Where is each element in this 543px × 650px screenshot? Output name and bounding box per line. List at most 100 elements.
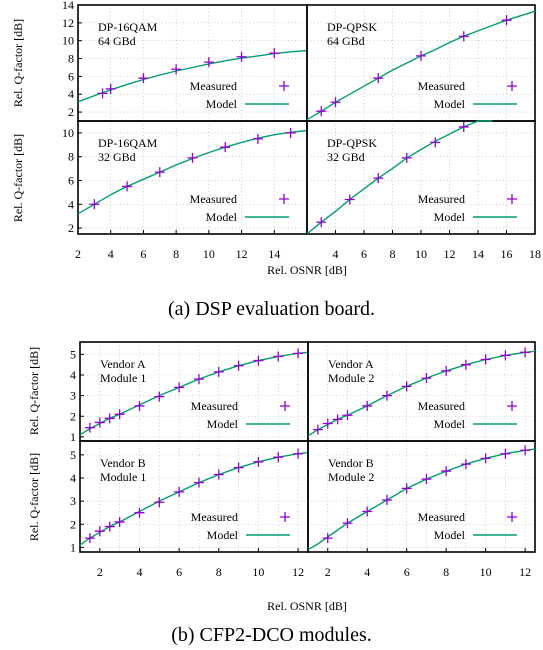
y-tick-label: 3 [70,494,76,508]
panel-label: Module 2 [328,371,374,385]
x-tick-label: 4 [108,247,114,261]
x-tick-label: 12 [292,565,304,579]
measured-point [104,521,115,532]
y-axis-label-a-bottom: Rel. Q-factor [dB] [11,134,25,222]
measured-point [500,448,511,459]
y-tick-label: 4 [70,471,76,485]
x-tick-label: 6 [404,565,410,579]
measured-point [253,355,264,366]
measured-point [430,137,441,148]
measured-point [114,409,125,420]
y-tick-label: 4 [70,368,76,382]
panel-label: Module 1 [100,371,146,385]
legend-label-model: Model [434,97,466,111]
y-tick-label: 4 [68,197,74,211]
y-tick-label: 5 [70,448,76,462]
panel-label: DP-QPSK [327,20,377,34]
x-tick-label: 16 [501,247,513,261]
legend-label-measured: Measured [191,510,238,524]
measured-point [362,506,373,517]
measured-point [105,83,116,94]
panel-label: Vendor A [328,357,374,371]
legend-marker-measured [279,81,289,91]
legend-label-measured: Measured [190,79,237,93]
measured-point [520,445,531,456]
y-tick-label: 2 [70,517,76,531]
measured-point [460,359,471,370]
legend-label-measured: Measured [418,510,465,524]
legend-label-measured: Measured [418,192,465,206]
panel-frame [307,440,536,553]
x-tick-label: 6 [361,247,367,261]
measured-point [322,418,333,429]
panel-7 [307,440,536,553]
x-tick-label: 8 [216,565,222,579]
x-tick-label: 12 [519,565,531,579]
measured-point [416,50,426,61]
x-tick-label: 6 [176,565,182,579]
measured-point [293,448,304,459]
measured-point [174,486,185,497]
measured-point [193,477,204,488]
measured-point [373,73,384,84]
x-tick-label: 18 [529,247,541,261]
measured-point [213,366,224,377]
y-axis-label-b-bottom: Rel. Q-factor [dB] [27,453,41,541]
legend-marker-measured [507,512,517,522]
y-tick-label: 1 [70,540,76,554]
measured-point [458,31,469,42]
measured-point [273,351,284,362]
y-tick-label: 2 [68,221,74,235]
measured-point [104,413,115,424]
y-tick-label: 2 [68,105,74,119]
legend-marker-measured [280,401,290,411]
measured-point [362,400,373,411]
x-tick-label: 12 [444,247,456,261]
measured-point [203,57,214,68]
legend-label-model: Model [206,210,238,224]
measured-point [401,152,412,163]
x-tick-label: 10 [480,565,492,579]
x-tick-label: 2 [75,247,81,261]
x-tick-label: 14 [472,247,484,261]
measured-point [401,381,412,392]
y-tick-label: 4 [68,87,74,101]
measured-point [253,456,264,467]
x-tick-label: 10 [252,565,264,579]
y-tick-label: 3 [70,389,76,403]
measured-point [520,347,531,358]
y-tick-label: 8 [68,150,74,164]
legend-label-measured: Measured [418,399,465,413]
panel-label: Vendor B [328,456,374,470]
measured-point [84,533,95,544]
measured-point [187,152,198,163]
legend-label-model: Model [207,417,239,431]
panel-label: Vendor B [100,456,146,470]
measured-point [154,167,165,178]
measured-point [322,533,333,544]
measured-point [174,382,185,393]
panel-3 [306,120,536,235]
measured-point [441,365,452,376]
measured-point [236,51,247,62]
x-axis-label-a: Rel. OSNR [dB] [267,263,347,277]
model-curve [306,120,493,235]
measured-point [373,173,384,184]
legend-label-measured: Measured [191,399,238,413]
measured-point [401,483,412,494]
x-tick-label: 12 [236,247,248,261]
measured-point [134,400,145,411]
measured-point [293,348,304,359]
measured-point [89,199,100,210]
legend-label-model: Model [434,528,466,542]
caption-a: (a) DSP evaluation board. [168,298,375,320]
y-tick-label: 2 [70,409,76,423]
measured-point [332,414,343,425]
x-tick-label: 10 [415,247,427,261]
y-tick-label: 6 [68,69,74,83]
x-tick-label: 14 [268,247,280,261]
measured-point [421,474,432,485]
measured-point [381,494,392,505]
legend-marker-measured [507,81,517,91]
measured-point [460,459,471,470]
